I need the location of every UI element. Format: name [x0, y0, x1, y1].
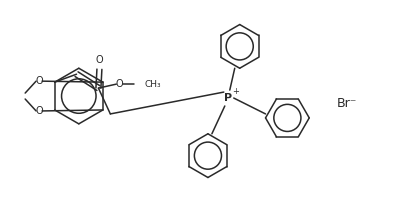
Text: Br⁻: Br⁻ [337, 96, 357, 110]
Text: O: O [116, 79, 123, 89]
Text: P: P [224, 93, 232, 103]
Text: +: + [232, 87, 239, 96]
Text: O: O [95, 55, 103, 65]
Text: CH₃: CH₃ [144, 80, 161, 89]
Text: O: O [35, 106, 43, 116]
Text: O: O [35, 76, 43, 86]
